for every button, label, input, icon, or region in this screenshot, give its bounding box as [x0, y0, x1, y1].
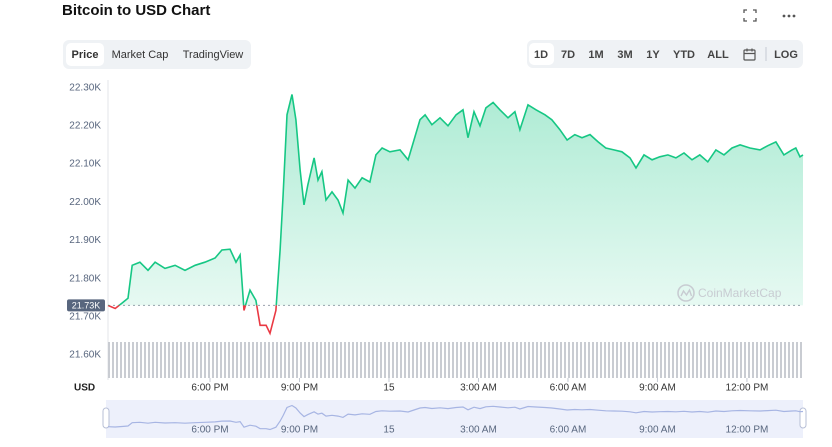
y-tick-label: 22.10K [69, 159, 101, 170]
navigator-tick-label: 15 [383, 425, 395, 436]
x-tick-label: 3:00 AM [460, 383, 497, 394]
x-tick-label: 9:00 PM [281, 383, 318, 394]
navigator-tick-label: 3:00 AM [460, 425, 497, 436]
volume-bars [108, 342, 803, 378]
navigator-line [107, 404, 804, 431]
y-tick-label: 22.00K [69, 197, 101, 208]
expand-icon[interactable] [743, 9, 757, 22]
chart-title: Bitcoin to USD Chart [62, 2, 210, 19]
calendar-icon[interactable] [743, 48, 756, 61]
x-tick-label: 15 [383, 383, 395, 394]
tab[interactable]: TradingView [183, 49, 244, 61]
y-tick-label: 22.20K [69, 120, 101, 131]
navigator-handle[interactable] [799, 407, 807, 429]
y-axis-label: USD [74, 383, 95, 394]
reference-label-box [67, 299, 105, 312]
range-selected [529, 43, 554, 65]
navigator[interactable] [106, 400, 803, 438]
tab-selected [66, 43, 104, 66]
y-tick-label: 21.90K [69, 235, 101, 246]
range-button[interactable]: 1M [588, 49, 603, 61]
price-area [108, 94, 803, 306]
x-tick-label: 9:00 AM [639, 383, 676, 394]
navigator-tick-label: 9:00 PM [281, 425, 318, 436]
range-button[interactable]: 1D [534, 49, 548, 61]
watermark: CoinMarketCap [677, 284, 782, 302]
range-button[interactable]: ALL [707, 49, 729, 61]
range-button[interactable]: YTD [673, 49, 695, 61]
range-button[interactable]: 1Y [646, 49, 660, 61]
tab-group [63, 40, 251, 69]
x-tick-label: 6:00 AM [550, 383, 587, 394]
y-tick-label: 21.70K [69, 312, 101, 323]
range-button[interactable]: 3M [617, 49, 632, 61]
navigator-tick-label: 12:00 PM [726, 425, 769, 436]
more-icon[interactable] [782, 14, 796, 18]
navigator-tick-label: 6:00 PM [191, 425, 228, 436]
range-button[interactable]: LOG [774, 49, 798, 61]
reference-label: 21.73K [67, 299, 105, 312]
range-button[interactable]: 7D [561, 49, 575, 61]
y-tick-label: 21.80K [69, 273, 101, 284]
y-tick-label: 22.30K [69, 82, 101, 93]
y-tick-label: 21.60K [69, 350, 101, 361]
price-line [107, 94, 804, 306]
tab[interactable]: Price [72, 49, 99, 61]
watermark-text: CoinMarketCap [698, 286, 782, 300]
navigator-tick-label: 6:00 AM [550, 425, 587, 436]
navigator-tick-label: 9:00 AM [639, 425, 676, 436]
navigator-handle[interactable] [102, 407, 110, 429]
range-group [527, 40, 803, 68]
x-tick-label: 6:00 PM [191, 383, 228, 394]
x-tick-label: 12:00 PM [726, 383, 769, 394]
tab[interactable]: Market Cap [112, 49, 169, 61]
reference-label-text: 21.73K [72, 300, 101, 310]
